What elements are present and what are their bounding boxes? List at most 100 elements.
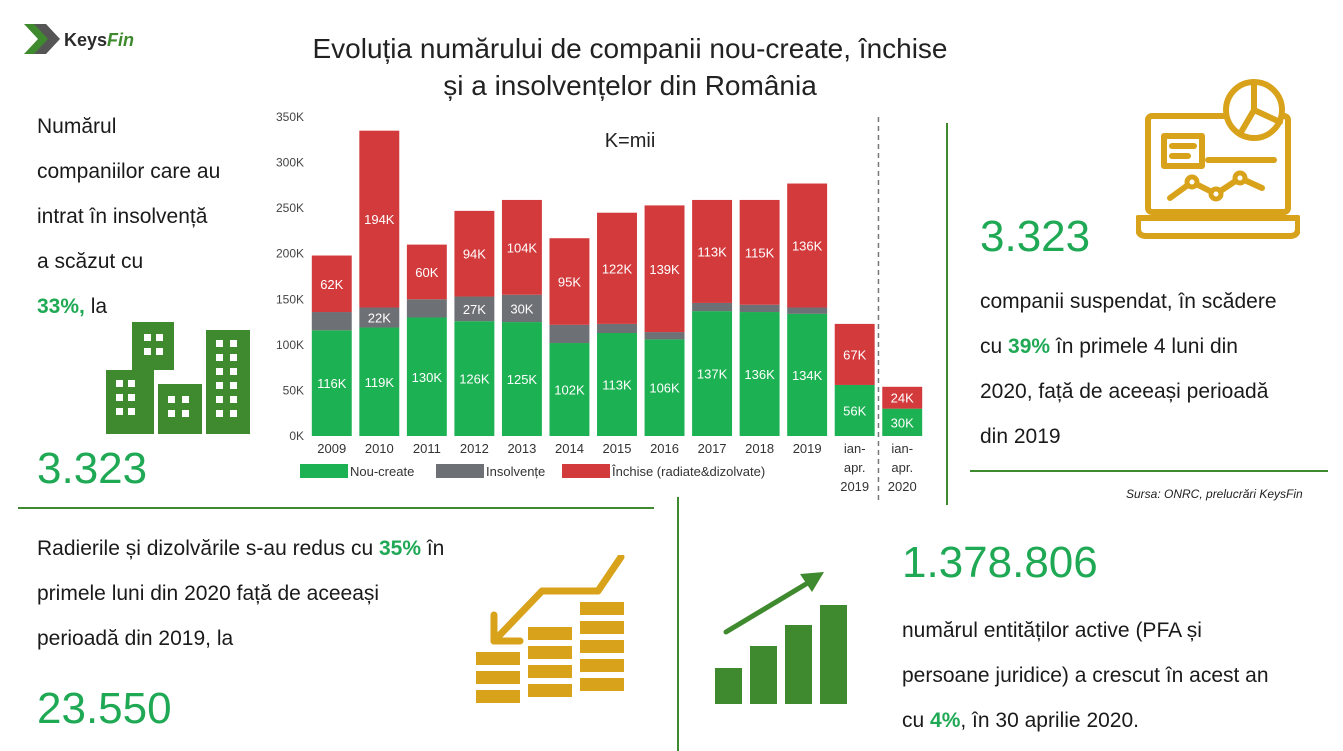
y-tick-label: 350K (276, 110, 304, 124)
bar-growth-icon (715, 572, 847, 704)
left-top-line2: companiilor care au (37, 160, 221, 183)
bottom-right-line1: numărul entităților active (PFA și (902, 619, 1202, 642)
bottom-right-text: numărul entităților active (PFA și perso… (902, 608, 1342, 743)
bar-segment (739, 312, 780, 436)
right-top-line2-post: în primele 4 luni din (1050, 335, 1238, 358)
data-label: 122K (602, 261, 633, 276)
left-top-line3: intrat în insolvență (37, 205, 208, 228)
y-tick-label: 0K (289, 429, 304, 443)
legend-label: Nou-create (350, 464, 414, 479)
data-label: 95K (558, 275, 581, 290)
bottom-left-line1-post: în (421, 537, 445, 560)
bar-segment (406, 244, 447, 300)
x-tick-label: 2013 (507, 441, 536, 456)
bar-segment (406, 299, 447, 318)
x-tick-label-line: 2019 (840, 479, 869, 494)
bar-segment (597, 212, 637, 324)
buildings-icon (106, 322, 250, 434)
bar-segment (834, 323, 875, 385)
bar-segment (644, 339, 685, 436)
data-label: 60K (415, 265, 438, 280)
data-label: 22K (368, 311, 391, 326)
y-tick-label: 50K (283, 383, 304, 397)
left-top-line4: a scăzut cu (37, 250, 144, 273)
bar-segment (692, 311, 733, 436)
legend-swatch (300, 464, 348, 478)
y-tick-label: 100K (276, 338, 304, 352)
bar-segment (501, 322, 542, 436)
x-tick-label: 2010 (365, 441, 394, 456)
bottom-left-pct: 35% (378, 537, 422, 560)
laptop-analytics-icon (1136, 79, 1300, 239)
bar-segment (787, 307, 828, 314)
right-top-pct: 39% (1008, 335, 1051, 358)
bar-segment (882, 386, 923, 409)
data-label: 104K (507, 240, 538, 255)
title-line1: Evoluția numărului de companii nou-creat… (312, 33, 948, 64)
x-tick-label: 2017 (698, 441, 727, 456)
data-label: 67K (843, 347, 866, 362)
bottom-right-line3-pre: cu (902, 709, 931, 732)
data-label: 27K (463, 302, 486, 317)
bar-segment (787, 183, 828, 308)
x-tick-label-line: ian- (891, 441, 913, 456)
bottom-left-line1-pre: Radierile și dizolvările s-au redus cu (37, 537, 379, 560)
data-label: 24K (891, 391, 914, 406)
right-top-line3: 2020, față de aceeași perioadă (980, 380, 1269, 403)
data-label: 126K (459, 372, 490, 387)
data-label: 116K (317, 376, 347, 391)
bar-segment (454, 321, 495, 436)
divider-bottom-vertical (677, 497, 679, 751)
right-top-line2-pre: cu (980, 335, 1009, 358)
data-label: 194K (364, 212, 395, 227)
y-tick-label: 250K (276, 201, 304, 215)
data-label: 30K (510, 301, 533, 316)
left-top-after: la (84, 295, 108, 318)
x-tick-label: 2011 (413, 441, 441, 456)
page-title: Evoluția numărului de companii nou-creat… (230, 30, 1030, 104)
bottom-right-line2: persoane juridice) a crescut în acest an (902, 664, 1269, 687)
bar-segment (834, 384, 875, 436)
bottom-right-value: 1.378.806 (902, 538, 1098, 587)
bar-segment (644, 205, 685, 333)
data-label: 30K (891, 415, 914, 430)
y-tick-label: 300K (276, 156, 304, 170)
bar-segment (311, 255, 352, 313)
bar-segment (501, 199, 542, 295)
legend-label: Închise (radiate&dizolvate) (611, 464, 765, 479)
bar-segment (406, 317, 447, 436)
x-tick-label: 2019 (793, 441, 822, 456)
bar-segment (644, 332, 685, 340)
chart-annotation: K=mii (605, 130, 656, 152)
x-tick-label-line: apr. (844, 460, 866, 475)
x-tick-label: 2016 (650, 441, 679, 456)
left-top-pct: 33%, (37, 295, 85, 318)
y-tick-label: 150K (276, 292, 304, 306)
data-label: 119K (365, 375, 395, 390)
data-label: 139K (649, 262, 680, 277)
bottom-left-text: Radierile și dizolvările s-au redus cu 3… (37, 526, 497, 661)
data-label: 134K (792, 368, 823, 383)
data-label: 113K (697, 244, 727, 259)
x-tick-label: ian-apr. 2019 (840, 441, 869, 494)
data-label: 102K (554, 383, 585, 398)
title-line2: și a insolvențelor din România (443, 70, 817, 101)
bar-segment (549, 238, 590, 325)
right-top-line4: din 2019 (980, 425, 1061, 448)
data-label: 62K (320, 277, 343, 292)
bar-segment (739, 304, 780, 313)
source-note: Sursa: ONRC, prelucrări KeysFin (1126, 487, 1303, 501)
data-label: 125K (507, 372, 538, 387)
x-tick-label-line: 2020 (888, 479, 917, 494)
coins-down-icon (476, 555, 625, 703)
logo-part1: Keys (64, 30, 108, 50)
x-tick-label: 2012 (460, 441, 489, 456)
bar-segment (597, 333, 637, 436)
legend-swatch (562, 464, 610, 478)
stacked-bar-chart: 0K 50K 100K 150K 200K 250K 300K 350K K=mii 116K 62… (276, 110, 923, 500)
bar-segment (359, 130, 400, 308)
bottom-right-line3-post: , în 30 aprilie 2020. (960, 709, 1139, 732)
data-label: 115K (745, 245, 775, 260)
right-top-text: companii suspendat, în scădere cu 39% în… (980, 279, 1340, 459)
bar-segment (739, 199, 780, 305)
